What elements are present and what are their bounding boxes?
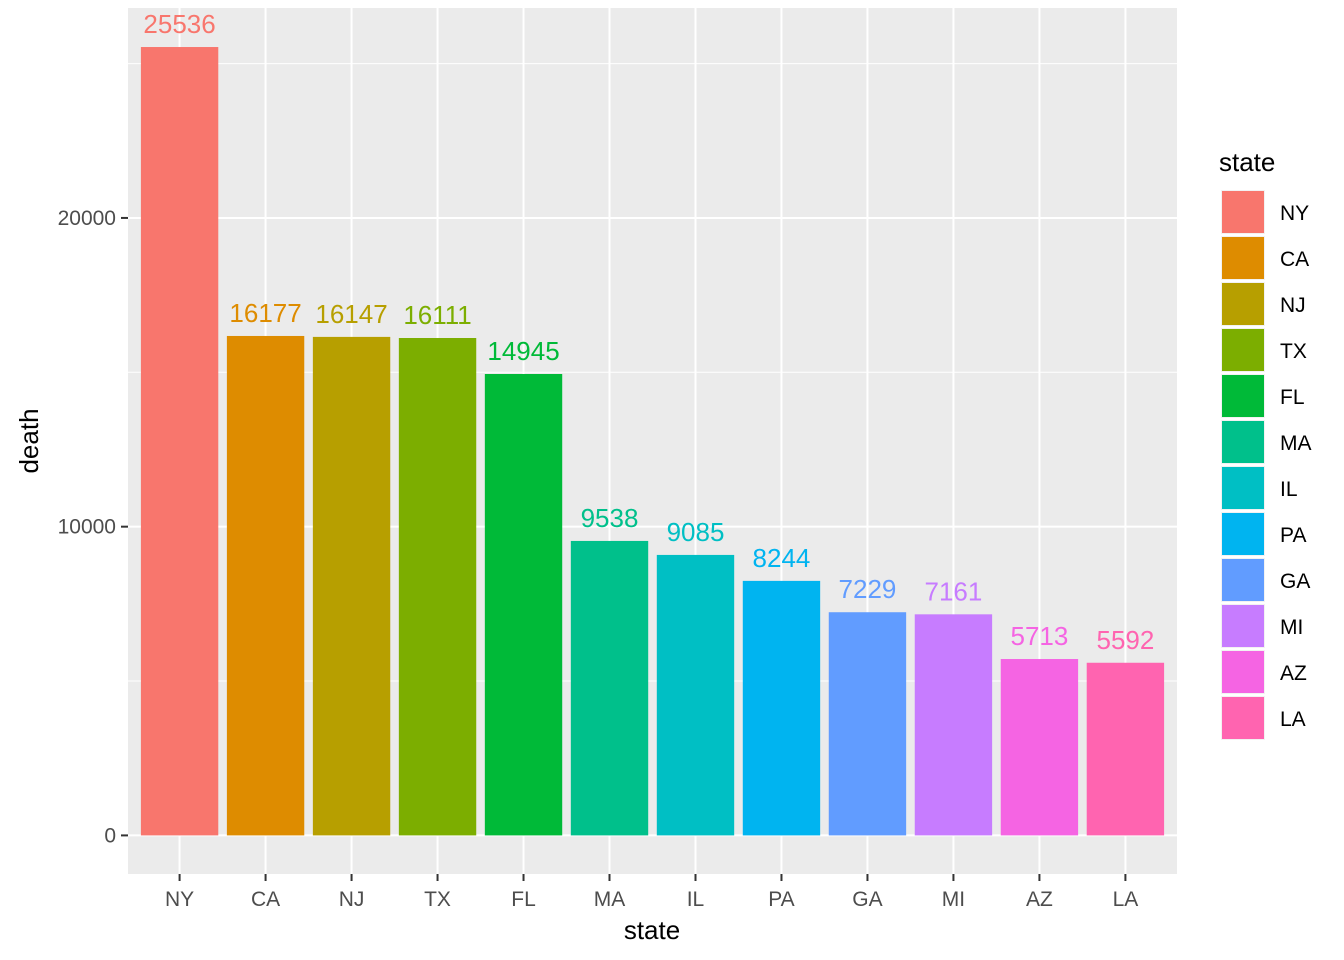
legend: state NY CA NJ TX FL MA IL PA GA MI AZ LA xyxy=(1219,147,1312,740)
legend-swatch-fl xyxy=(1222,375,1264,417)
legend-label-mi: MI xyxy=(1280,616,1303,639)
y-tick-label: 20000 xyxy=(58,207,116,230)
legend-label-az: AZ xyxy=(1280,662,1307,685)
x-tick-label: TX xyxy=(424,888,451,911)
data-label-tx: 16111 xyxy=(403,300,471,330)
data-label-fl: 14945 xyxy=(487,336,559,366)
legend-label-tx: TX xyxy=(1280,340,1307,363)
bar-ny xyxy=(140,47,219,836)
legend-label-il: IL xyxy=(1280,478,1298,501)
legend-label-ga: GA xyxy=(1280,570,1310,593)
legend-swatch-nj xyxy=(1222,283,1264,325)
legend-swatch-tx xyxy=(1222,329,1264,371)
bar-tx xyxy=(398,338,477,836)
legend-label-ny: NY xyxy=(1280,202,1309,225)
x-tick-label: NY xyxy=(165,888,194,911)
data-label-il: 9085 xyxy=(667,517,725,547)
legend-label-ma: MA xyxy=(1280,432,1312,455)
legend-swatch-ca xyxy=(1222,237,1264,279)
bar-pa xyxy=(742,580,821,836)
legend-label-nj: NJ xyxy=(1280,294,1306,317)
data-labels-group: 25536 16177 16147 16111 14945 9538 9085 8244 722… xyxy=(143,9,1154,655)
x-tick-label: IL xyxy=(687,888,705,911)
data-label-pa: 8244 xyxy=(753,543,811,573)
data-label-ny: 25536 xyxy=(143,9,215,39)
legend-label-la: LA xyxy=(1280,708,1306,731)
legend-swatch-pa xyxy=(1222,513,1264,555)
bar-ma xyxy=(570,540,649,836)
data-label-la: 5592 xyxy=(1096,625,1154,655)
bar-az xyxy=(1000,659,1079,836)
legend-swatch-ny xyxy=(1222,191,1264,233)
bar-nj xyxy=(312,336,391,836)
bar-fl xyxy=(484,374,563,836)
x-tick-label: NJ xyxy=(339,888,365,911)
data-label-mi: 7161 xyxy=(925,576,983,606)
data-label-nj: 16147 xyxy=(315,299,387,329)
legend-swatch-ma xyxy=(1222,421,1264,463)
bar-ga xyxy=(828,612,907,836)
legend-swatch-mi xyxy=(1222,605,1264,647)
y-axis: 0 10000 20000 xyxy=(58,207,128,847)
bar-la xyxy=(1086,662,1165,836)
x-tick-label: MI xyxy=(942,888,965,911)
legend-swatch-ga xyxy=(1222,559,1264,601)
data-label-ma: 9538 xyxy=(581,503,639,533)
y-tick-label: 0 xyxy=(104,824,116,847)
data-label-ca: 16177 xyxy=(229,298,301,328)
x-tick-label: MA xyxy=(594,888,626,911)
data-label-az: 5713 xyxy=(1011,621,1069,651)
legend-title: state xyxy=(1219,147,1275,177)
x-axis-title: state xyxy=(624,915,680,945)
legend-swatch-il xyxy=(1222,467,1264,509)
x-tick-label: AZ xyxy=(1026,888,1053,911)
bar-ca xyxy=(226,335,305,836)
legend-swatch-la xyxy=(1222,697,1264,739)
legend-label-ca: CA xyxy=(1280,248,1309,271)
x-tick-label: FL xyxy=(511,888,536,911)
y-tick-label: 10000 xyxy=(58,516,116,539)
y-axis-title: death xyxy=(14,408,44,473)
legend-swatch-az xyxy=(1222,651,1264,693)
data-label-ga: 7229 xyxy=(839,574,897,604)
bar-mi xyxy=(914,614,993,836)
x-axis: NY CA NJ TX FL MA IL PA GA MI AZ LA xyxy=(165,874,1138,911)
bars-group xyxy=(140,47,1165,836)
x-tick-label: CA xyxy=(251,888,280,911)
x-tick-label: GA xyxy=(852,888,882,911)
legend-label-fl: FL xyxy=(1280,386,1305,409)
bar-il xyxy=(656,554,735,836)
legend-label-pa: PA xyxy=(1280,524,1306,547)
x-tick-label: LA xyxy=(1113,888,1139,911)
x-tick-label: PA xyxy=(768,888,794,911)
